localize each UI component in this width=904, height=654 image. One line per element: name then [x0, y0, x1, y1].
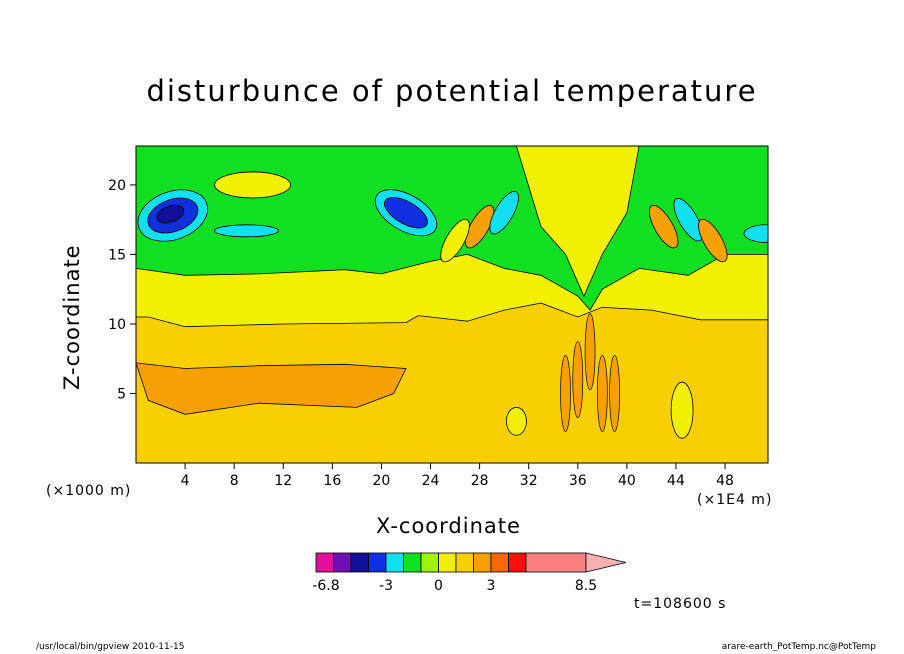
colorbar-label-4: 8.5	[575, 578, 597, 594]
colorbar-label-2: 0	[434, 578, 443, 594]
x-tick-label-24: 24	[422, 473, 440, 489]
colorbar-swatch-9	[473, 552, 492, 573]
colorbar-swatch-7	[438, 552, 457, 573]
contour-field	[136, 146, 768, 463]
cyan-cell-center	[214, 224, 279, 238]
wave-cell-2	[440, 218, 470, 263]
plume-column-4	[609, 355, 620, 432]
left-navy-cell	[156, 204, 185, 224]
y-tick-label-15: 15	[108, 247, 126, 263]
colorbar-swatch-11	[508, 552, 527, 573]
colorbar: -6.8 -3 0 3 8.5	[312, 552, 627, 594]
x-axis: 4 8 12 16 20 24 28 32 36 40 44 48	[181, 463, 734, 489]
colorbar-swatch-4	[385, 552, 404, 573]
x-tick-label-8: 8	[230, 473, 239, 489]
plot-frame	[135, 145, 769, 464]
z-axis-unit: (×1000 m)	[46, 483, 132, 499]
wave-cell-3	[648, 204, 679, 249]
colorbar-swatch-12	[525, 552, 587, 573]
x-axis-label: X-coordinate	[376, 514, 521, 538]
wave-cell-1	[489, 191, 519, 235]
colorbar-swatch-1	[333, 552, 352, 573]
wave-cell-0	[464, 204, 495, 249]
colorbar-swatch-2	[350, 552, 369, 573]
wave-cell-5	[698, 218, 728, 263]
colorbar-label-0: -6.8	[312, 578, 339, 594]
colorbar-swatch-8	[455, 552, 474, 573]
time-label: t=108600 s	[634, 596, 727, 612]
wave-cell-6	[743, 224, 768, 243]
colorbar-label-1: -3	[379, 578, 393, 594]
y-tick-label-10: 10	[108, 317, 126, 333]
y-axis: 5 10 15 20	[108, 178, 136, 402]
colorbar-swatch-3	[368, 552, 387, 573]
lower-yellow-blob	[506, 406, 527, 436]
colorbar-swatch-0	[315, 552, 334, 573]
colorbar-extend-arrow	[585, 552, 627, 573]
plume-column-2	[596, 355, 608, 432]
upper-yellow-cell	[214, 171, 291, 199]
plume-column-0	[572, 341, 584, 418]
x-tick-label-36: 36	[569, 473, 587, 489]
wave-cell-4	[673, 198, 703, 242]
colorbar-swatch-5	[403, 552, 422, 573]
footer-file-info: arare-earth_PotTemp.nc@PotTemp	[721, 642, 876, 652]
y-tick-label-20: 20	[108, 178, 126, 194]
plume-column-1	[584, 313, 596, 391]
y-tick-label-5: 5	[117, 386, 126, 402]
colorbar-label-3: 3	[487, 578, 496, 594]
x-tick-label-48: 48	[716, 473, 734, 489]
x-axis-unit: (×1E4 m)	[697, 492, 773, 508]
x-tick-label-28: 28	[471, 473, 489, 489]
lower-orange-blob	[136, 362, 407, 415]
right-blue-cell	[384, 197, 428, 229]
chart-title: disturbunce of potential temperature	[146, 74, 758, 108]
x-tick-label-32: 32	[520, 473, 538, 489]
plume-column-3	[560, 355, 571, 432]
x-tick-label-20: 20	[373, 473, 391, 489]
footer-program-info: /usr/local/bin/gpview 2010-11-15	[36, 642, 185, 652]
colorbar-swatch-10	[490, 552, 509, 573]
y-axis-label: Z-coordinate	[60, 244, 84, 390]
x-tick-label-12: 12	[274, 473, 292, 489]
x-tick-label-16: 16	[323, 473, 341, 489]
colorbar-swatch-6	[420, 552, 439, 573]
x-tick-label-4: 4	[181, 473, 190, 489]
x-tick-label-40: 40	[618, 473, 636, 489]
lower-right-yellow-blob	[670, 381, 694, 439]
plume-yellow	[515, 146, 640, 298]
x-tick-label-44: 44	[667, 473, 685, 489]
